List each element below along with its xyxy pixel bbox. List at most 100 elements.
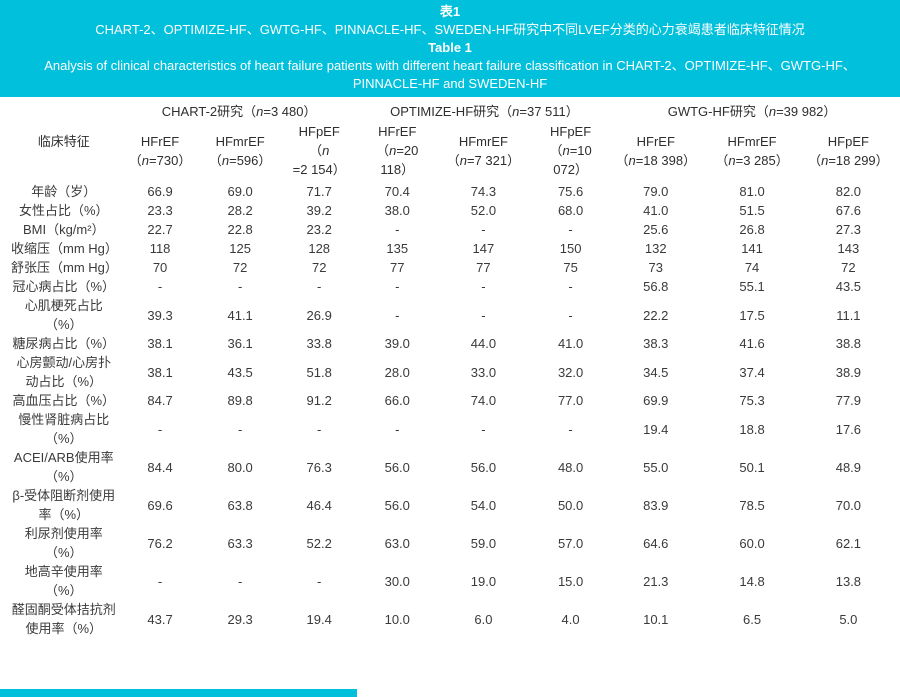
value-cell: 62.1 (835, 535, 862, 551)
value-cell: 75.6 (557, 184, 584, 199)
table-row: 高血压占比（%） 84.7 89.8 91.2 66.0 74.0 77.0 69.9 75.… (7, 391, 893, 410)
caption-title-en: Analysis of clinical characteristics of … (44, 58, 856, 91)
value-cell: 78.5 (739, 497, 765, 513)
value-cell: 79.0 (643, 184, 669, 199)
value-cell: - (568, 222, 573, 237)
value-cell: 57.0 (557, 535, 584, 551)
value-cell: - (395, 307, 400, 323)
clinical-characteristics-table: 临床特征 CHART-2研究（n=3 480） OPTIMIZE-HF研究（n=… (7, 100, 893, 638)
ef-subheader-row: HFrEF （n=730） HFmrEF （n=596） HFpEF （n=2 … (7, 122, 893, 182)
value-cell: 56.0 (384, 497, 410, 513)
value-cell: 56.0 (384, 459, 410, 475)
value-cell: 38.8 (835, 336, 862, 351)
value-cell: 69.9 (643, 393, 669, 408)
value-cell: 29.3 (227, 611, 253, 627)
value-cell: 150 (559, 241, 582, 256)
table-row: 醛固酮受体拮抗剂使用率（%） 43.7 29.3 19.4 10.0 6.0 4.0 10.… (7, 600, 893, 638)
value-cell: 72 (232, 260, 248, 275)
value-cell: 38.3 (643, 336, 669, 351)
value-cell: 59.0 (470, 535, 497, 551)
value-cell: 51.8 (306, 364, 332, 380)
value-cell: 48.9 (835, 459, 862, 475)
value-cell: 75 (563, 260, 578, 275)
value-cell: 68.0 (557, 203, 584, 218)
feature-column-header: 临床特征 (37, 134, 90, 149)
group-header-optimize: OPTIMIZE-HF研究（n=37 511） (390, 104, 579, 119)
value-cell: 4.0 (561, 611, 580, 627)
table-body: 年龄（岁） 66.9 69.0 71.7 70.4 74.3 75.6 79.0 81.0 82… (7, 182, 893, 638)
value-cell: - (237, 421, 243, 437)
value-cell: 66.9 (147, 184, 173, 199)
value-cell: 13.8 (835, 573, 862, 589)
value-cell: 83.9 (643, 497, 669, 513)
subheader-optimize-hfref: HFrEF （n=20 118） (376, 124, 419, 177)
value-cell: - (317, 573, 322, 589)
value-cell: 70 (152, 260, 168, 275)
value-cell: 41.0 (643, 203, 669, 218)
value-cell: 56.8 (643, 279, 669, 294)
value-cell: 76.2 (147, 535, 173, 551)
value-cell: 50.1 (739, 459, 765, 475)
table-row: 年龄（岁） 66.9 69.0 71.7 70.4 74.3 75.6 79.0 81.0 82… (7, 182, 893, 201)
table-row: 心肌梗死占比（%） 39.3 41.1 26.9 - - - 22.2 17.5 11.1 (7, 296, 893, 334)
value-cell: 75.3 (739, 393, 765, 408)
value-cell: 72 (841, 260, 856, 275)
value-cell: 38.1 (147, 336, 173, 351)
row-label: 冠心病占比（%） (12, 279, 116, 294)
value-cell: 26.8 (739, 222, 765, 237)
value-cell: 51.5 (739, 203, 765, 218)
value-cell: 77.0 (557, 393, 584, 408)
subheader-gwtg-hfmref: HFmrEF （n=3 285） (715, 133, 789, 168)
row-label: 慢性肾脏病占比（%） (18, 412, 110, 446)
value-cell: 70.4 (384, 184, 410, 199)
value-cell: 38.1 (147, 364, 173, 380)
value-cell: 69.6 (147, 497, 173, 513)
table-row: 利尿剂使用率（%） 76.2 63.3 52.2 63.0 59.0 57.0 64.6 60… (7, 524, 893, 562)
value-cell: 33.0 (470, 364, 497, 380)
value-cell: 81.0 (739, 184, 765, 199)
value-cell: - (395, 421, 400, 437)
value-cell: 17.6 (835, 421, 862, 437)
value-cell: 71.7 (306, 184, 332, 199)
table-row: 地高辛使用率（%） - - - 30.0 19.0 15.0 21.3 14.8 13.8 (7, 562, 893, 600)
value-cell: - (481, 421, 486, 437)
value-cell: 32.0 (557, 364, 584, 380)
value-cell: 19.0 (470, 573, 497, 589)
value-cell: 11.1 (836, 307, 861, 323)
value-cell: 74 (744, 260, 760, 275)
value-cell: 38.0 (384, 203, 410, 218)
value-cell: 19.4 (306, 611, 332, 627)
value-cell: 15.0 (557, 573, 584, 589)
value-cell: 80.0 (227, 459, 253, 475)
value-cell: 39.3 (147, 307, 173, 323)
value-cell: 125 (229, 241, 251, 256)
value-cell: 52.2 (306, 535, 332, 551)
row-label: 舒张压（mm Hg） (11, 260, 118, 275)
row-label: 糖尿病占比（%） (12, 336, 116, 351)
table-row: 心房颤动/心房扑动占比（%） 38.1 43.5 51.8 28.0 33.0 32.0 3… (7, 353, 893, 391)
value-cell: - (481, 222, 486, 237)
value-cell: 43.7 (147, 611, 173, 627)
value-cell: - (317, 279, 322, 294)
subheader-gwtg-hfpef: HFpEF （n=18 299） (808, 133, 889, 168)
caption-label-cn: 表1 (439, 4, 461, 19)
value-cell: 37.4 (739, 364, 765, 380)
value-cell: 63.0 (384, 535, 410, 551)
value-cell: 50.0 (557, 497, 584, 513)
subheader-optimize-hfmref: HFmrEF （n=7 321） (446, 133, 521, 168)
value-cell: 63.3 (227, 535, 253, 551)
row-label: 利尿剂使用率（%） (24, 526, 103, 560)
value-cell: 43.5 (227, 364, 253, 380)
value-cell: 54.0 (470, 497, 497, 513)
value-cell: 22.2 (643, 307, 669, 323)
subheader-optimize-hfpef: HFpEF （n=10 072） (549, 124, 592, 177)
value-cell: 6.5 (743, 611, 762, 627)
value-cell: 76.3 (306, 459, 332, 475)
value-cell: 38.9 (835, 364, 862, 380)
value-cell: 19.4 (643, 421, 669, 437)
value-cell: 74.3 (470, 184, 497, 199)
value-cell: 143 (837, 241, 860, 256)
value-cell: 60.0 (739, 535, 765, 551)
value-cell: 41.0 (557, 336, 584, 351)
value-cell: 5.0 (839, 611, 858, 627)
